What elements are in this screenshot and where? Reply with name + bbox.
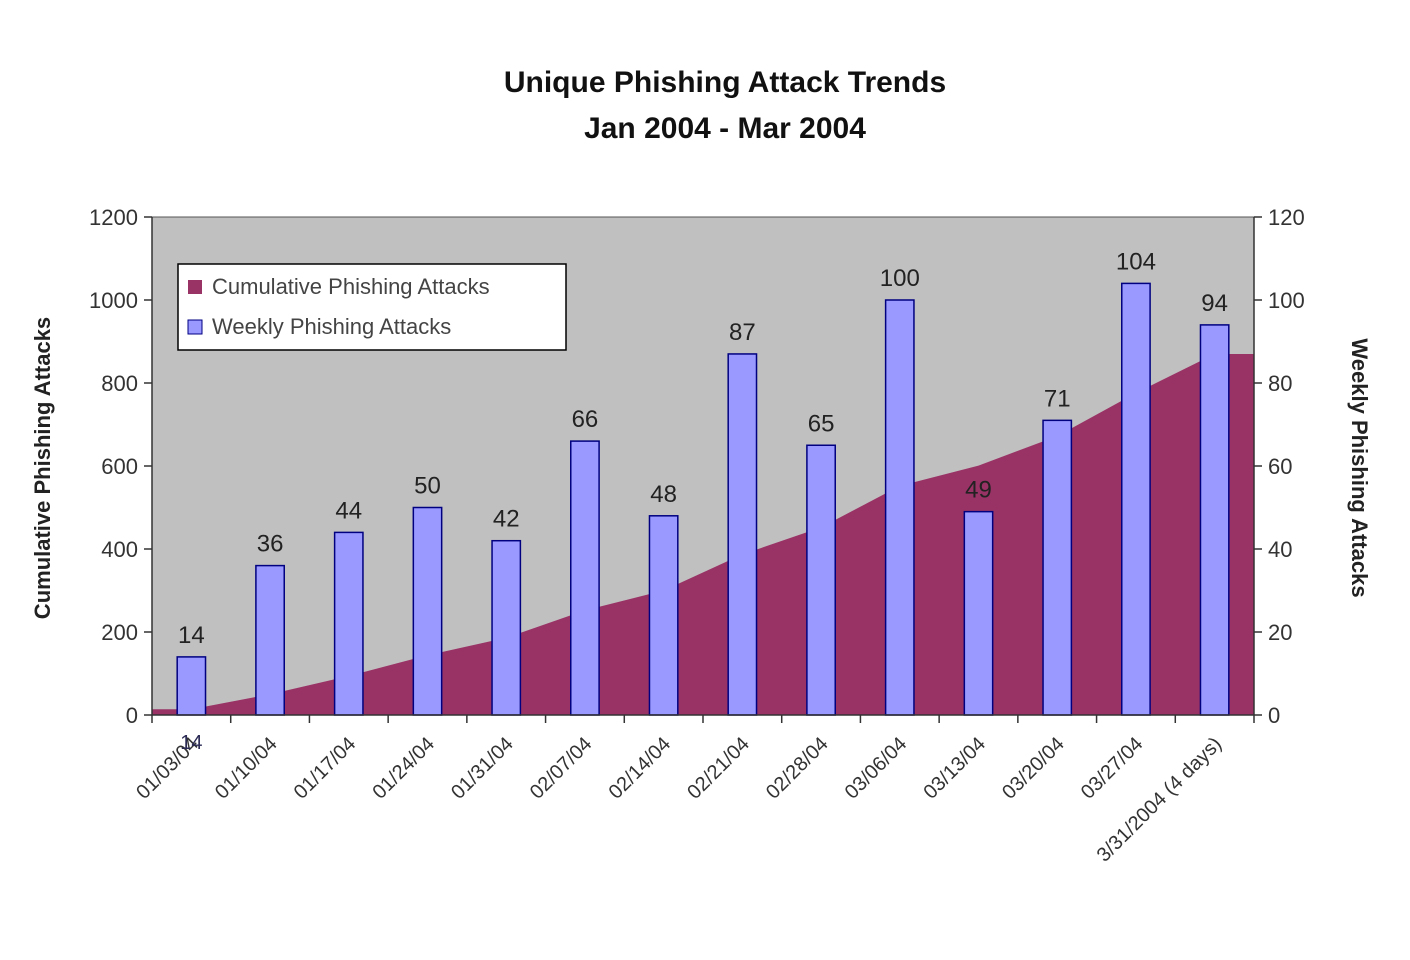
weekly-bar-label: 104: [1116, 248, 1156, 275]
weekly-bar-label: 71: [1044, 385, 1071, 412]
left-tick-label: 800: [101, 371, 138, 396]
weekly-bar: [727, 353, 758, 716]
weekly-bar-label: 87: [729, 319, 756, 346]
right-tick-label: 60: [1268, 454, 1292, 479]
left-tick-label: 200: [101, 620, 138, 645]
left-tick-label: 0: [126, 703, 138, 728]
right-tick-label: 100: [1268, 288, 1305, 313]
weekly-bar: [963, 510, 994, 716]
x-tick-label: 01/24/04: [368, 733, 439, 804]
weekly-bar-label: 94: [1201, 290, 1228, 317]
right-tick-label: 80: [1268, 371, 1292, 396]
x-tick-label: 03/13/04: [919, 733, 990, 804]
weekly-bar: [176, 656, 207, 716]
right-axis-title: Weekly Phishing Attacks: [1347, 338, 1372, 597]
weekly-bar: [255, 564, 285, 716]
weekly-bar: [648, 515, 679, 716]
right-tick-label: 0: [1268, 703, 1280, 728]
chart-title: Unique Phishing Attack Trends: [504, 66, 946, 99]
x-tick-label: 03/06/04: [841, 733, 912, 804]
legend-label-weekly: Weekly Phishing Attacks: [212, 314, 451, 339]
right-tick-label: 120: [1268, 205, 1305, 230]
weekly-bar-label: 36: [257, 531, 284, 558]
x-tick-label: 01/17/04: [290, 733, 361, 804]
legend-box: [177, 263, 567, 351]
weekly-bar: [412, 506, 443, 716]
weekly-bar: [333, 531, 364, 716]
weekly-bar-label: 14: [178, 622, 205, 649]
legend-swatch-cumulative: [188, 280, 202, 294]
weekly-bar-label: 42: [493, 506, 520, 533]
weekly-bar-layer: [176, 282, 1230, 716]
weekly-bar-label: 50: [414, 473, 441, 500]
legend-swatch-weekly: [187, 319, 203, 335]
left-axis-title: Cumulative Phishing Attacks: [30, 317, 55, 619]
x-tick-label: 02/28/04: [762, 733, 833, 804]
x-tick-label: 01/10/04: [211, 733, 282, 804]
weekly-bar-label: 66: [572, 406, 599, 433]
x-tick-label: 02/21/04: [683, 733, 754, 804]
left-tick-label: 400: [101, 537, 138, 562]
legend: Cumulative Phishing Attacks Weekly Phish…: [177, 263, 567, 351]
x-tick-label: 02/14/04: [605, 733, 676, 804]
right-tick-label: 20: [1268, 620, 1292, 645]
x-tick-label: 01/31/04: [447, 733, 518, 804]
weekly-bar: [806, 444, 836, 716]
x-tick-label: 02/07/04: [526, 733, 597, 804]
weekly-bar-label: 44: [335, 497, 362, 524]
weekly-bar-label: 48: [650, 481, 677, 508]
right-tick-label: 40: [1268, 537, 1292, 562]
data-labels: 14 36 44 50 42 66 48 87 65 100 49 71 104 94 14: [178, 248, 1228, 754]
weekly-bar: [1042, 419, 1073, 716]
chart-subtitle: Jan 2004 - Mar 2004: [584, 112, 866, 145]
weekly-bar-label: 65: [808, 410, 835, 437]
left-tick-label: 600: [101, 454, 138, 479]
weekly-bar-label: 100: [880, 265, 920, 292]
weekly-bar: [491, 539, 522, 716]
weekly-bar: [884, 299, 915, 716]
cumulative-label: 14: [180, 732, 202, 754]
weekly-bar: [1121, 282, 1151, 716]
weekly-bar-label: 49: [965, 477, 992, 504]
weekly-bar: [570, 440, 600, 716]
legend-label-cumulative: Cumulative Phishing Attacks: [212, 274, 490, 299]
left-tick-label: 1200: [89, 205, 138, 230]
weekly-bar: [1199, 324, 1230, 716]
x-tick-label: 03/27/04: [1077, 733, 1148, 804]
x-tick-label: 03/20/04: [998, 733, 1069, 804]
left-tick-label: 1000: [89, 288, 138, 313]
